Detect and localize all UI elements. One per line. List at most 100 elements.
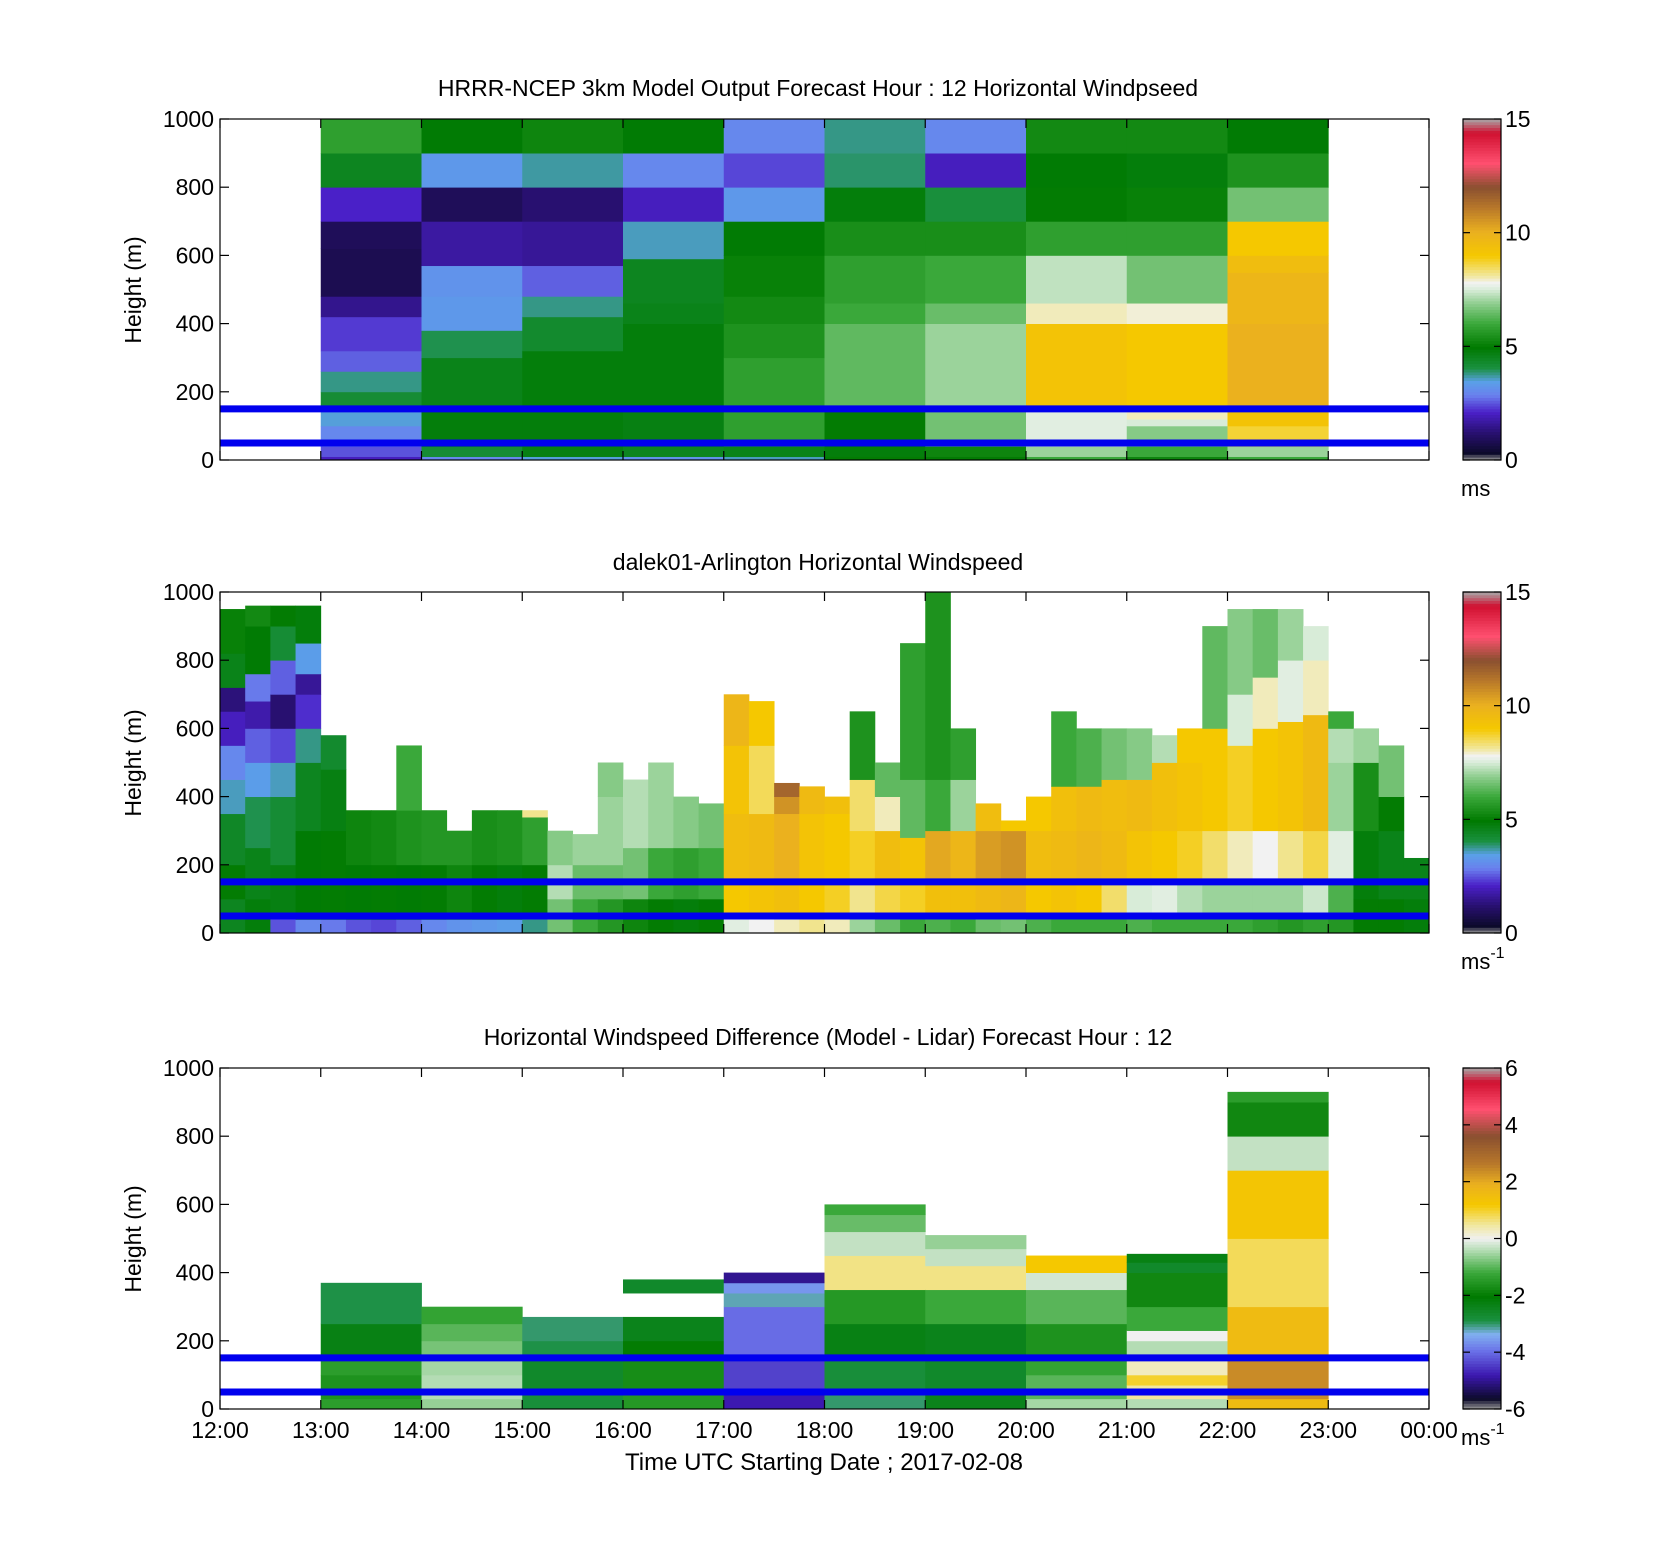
colorbar-swatch (1463, 354, 1501, 359)
heatmap-cell (270, 605, 296, 627)
heatmap-cell (421, 864, 448, 920)
panel-model: HRRR-NCEP 3km Model Output Forecast Hour… (120, 75, 1531, 501)
colorbar-swatch (1463, 326, 1501, 330)
heatmap-cell (1126, 830, 1153, 883)
heatmap-cell (925, 456, 1027, 461)
heatmap-cell (522, 296, 624, 318)
colorbar-swatch (1463, 592, 1501, 596)
panel-diff-title: Horizontal Windspeed Difference (Model -… (484, 1024, 1173, 1050)
colorbar-swatch (1463, 910, 1501, 914)
colorbar-swatch (1463, 1218, 1501, 1222)
heatmap-cell (1252, 881, 1279, 917)
heatmap-cell (1126, 728, 1153, 780)
colorbar-swatch (1463, 306, 1501, 310)
heatmap-cell (522, 810, 548, 818)
y-tick-label: 1000 (163, 1055, 214, 1081)
heatmap-cell (320, 1398, 422, 1410)
heatmap-cell (623, 1279, 725, 1294)
y-tick-label: 600 (176, 715, 214, 741)
colorbar-frame (1462, 118, 1502, 461)
colorbar-swatch (1463, 226, 1501, 231)
colorbar-swatch (1463, 272, 1501, 276)
colorbar-swatch (1463, 332, 1501, 336)
heatmap-cell (723, 446, 825, 457)
heatmap-cell (799, 786, 825, 815)
heatmap-cell (1026, 153, 1128, 188)
colorbar-swatch (1463, 1201, 1501, 1205)
colorbar-swatch (1463, 278, 1501, 282)
heatmap-cell (1126, 303, 1228, 324)
x-tick-label: 12:00 (191, 1417, 249, 1443)
colorbar-swatch (1463, 187, 1501, 191)
panel-lidar-cells (220, 592, 1430, 934)
heatmap-cell (220, 687, 246, 712)
heatmap-cell (1101, 830, 1128, 883)
colorbar-swatch (1463, 1147, 1501, 1151)
colorbar-swatch (1463, 631, 1501, 636)
colorbar-swatch (1463, 181, 1501, 185)
colorbar-swatch (1463, 244, 1501, 248)
heatmap-cell (1026, 1374, 1128, 1400)
colorbar-swatch (1463, 1329, 1501, 1333)
colorbar-swatch (1463, 1264, 1501, 1268)
colorbar-swatch (1463, 748, 1501, 752)
colorbar-swatch (1463, 1241, 1501, 1245)
heatmap-cell (723, 813, 750, 883)
heatmap-cell (623, 1340, 725, 1359)
colorbar-swatch (1463, 1406, 1501, 1410)
panel-model-reflines (220, 405, 1429, 447)
colorbar-tick-label: -2 (1505, 1282, 1525, 1308)
heatmap-cell (723, 1272, 825, 1284)
colorbar-swatch (1463, 423, 1501, 427)
heatmap-cell (270, 694, 296, 729)
colorbar-swatch (1463, 1309, 1501, 1313)
x-tick-label: 22:00 (1199, 1417, 1257, 1443)
panel-lidar-title: dalek01-Arlington Horizontal Windspeed (613, 549, 1023, 575)
heatmap-cell (1126, 1253, 1228, 1263)
heatmap-cell (925, 187, 1027, 222)
heatmap-cell (874, 796, 901, 832)
colorbar-swatch (1463, 913, 1501, 917)
heatmap-cell (925, 779, 951, 832)
heatmap-cell (824, 1323, 926, 1359)
y-tick-label: 600 (176, 242, 214, 268)
y-tick-label: 800 (176, 174, 214, 200)
heatmap-cell (774, 782, 800, 797)
heatmap-cell (1227, 830, 1254, 883)
colorbar-swatch (1463, 1397, 1501, 1401)
heatmap-cell (723, 323, 825, 359)
heatmap-cell (421, 919, 448, 934)
heatmap-cell (446, 919, 473, 934)
heatmap-cell (295, 919, 322, 934)
colorbar-tick-label: 5 (1505, 806, 1518, 832)
heatmap-cell (723, 255, 825, 297)
colorbar-tick-label: 15 (1505, 106, 1531, 132)
colorbar-swatch (1463, 363, 1501, 367)
panel-model-ylabel: Height (m) (120, 236, 146, 343)
colorbar-swatch (1463, 1247, 1501, 1251)
colorbar-swatch (1463, 403, 1501, 407)
heatmap-cell (1378, 745, 1405, 797)
colorbar-swatch (1463, 428, 1501, 433)
heatmap-cell (1026, 187, 1128, 222)
colorbar-swatch (1463, 884, 1501, 889)
colorbar-swatch (1463, 232, 1501, 237)
heatmap-cell (270, 915, 296, 934)
panel-diff-colorbar: -6 -4 -2 0 2 4 6 ms-1 (1461, 1055, 1526, 1450)
heatmap-cell (1026, 796, 1052, 832)
heatmap-cell (1252, 609, 1279, 678)
colorbar-swatch (1463, 859, 1501, 863)
heatmap-cell (1177, 915, 1203, 934)
colorbar-swatch (1463, 651, 1501, 656)
heatmap-cell (925, 323, 1027, 410)
colorbar-swatch (1463, 873, 1501, 877)
colorbar-swatch (1463, 1249, 1501, 1254)
heatmap-cell (950, 830, 977, 883)
heatmap-cell (295, 762, 322, 832)
colorbar-swatch (1463, 1326, 1501, 1330)
heatmap-cell (849, 915, 876, 934)
heatmap-cell (1126, 915, 1153, 934)
colorbar-swatch (1463, 155, 1501, 160)
colorbar-swatch (1463, 657, 1501, 661)
colorbar-tick-label: 5 (1505, 333, 1518, 359)
